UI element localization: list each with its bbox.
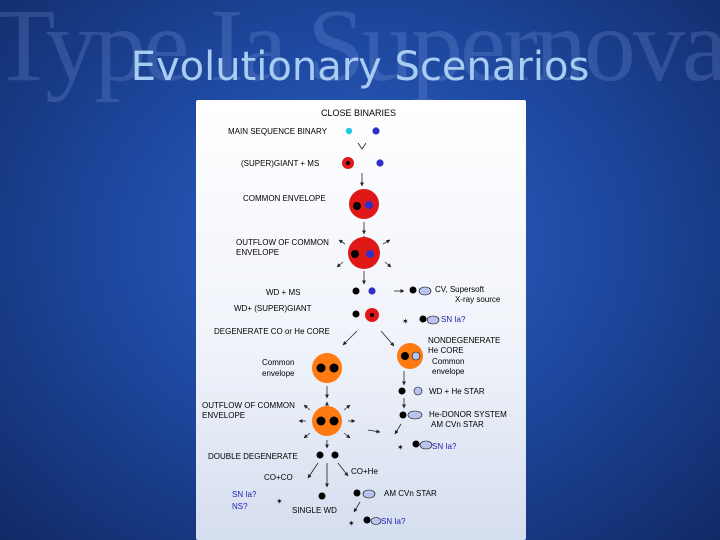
degenerate-envelope-star [312,353,342,383]
arrow-down-icon [353,501,361,513]
he-core [411,351,421,361]
white-dwarf [316,451,324,459]
wd-ms-label: WD + MS [266,288,300,297]
white-dwarf [409,286,417,294]
co-he-label: CO+He [351,467,378,476]
accretion-disk [426,315,440,325]
slide-title: Evolutionary Scenarios [130,44,590,90]
am-cvn-star-label: AM CVn STAR [384,489,437,498]
sn-ia-left-label: SN Ia? [232,490,257,499]
co-co-label: CO+CO [264,473,293,482]
background-title: Type Ia Supernovae [0,0,720,103]
outflow-label-2b: ENVELOPE [202,411,245,420]
cv-label-a: CV, Supersoft [435,285,485,294]
common-envelope-left-b: envelope [262,369,295,378]
arrow-small-icon [367,429,381,434]
white-dwarf [352,310,360,318]
wd-he-star-label: WD + He STAR [429,387,485,396]
white-dwarf [419,315,427,323]
he-star [413,386,423,396]
nondegenerate-envelope-star [397,343,423,369]
outflow-label-2a: OUTFLOW OF COMMON [202,401,295,410]
arrow-branch-left-icon [307,462,319,479]
ms-star-blue [368,287,376,295]
arrow-branch-right-icon [380,330,395,347]
white-dwarf [412,440,420,448]
white-dwarf [352,287,360,295]
giant-core [346,161,350,165]
arrow-down-icon [357,142,367,150]
ms-star-blue [376,159,384,167]
close-binaries-label: CLOSE BINARIES [321,108,396,118]
white-dwarf [331,451,339,459]
wd-super-giant-label: WD+ (SUPER)GIANT [234,304,312,313]
white-dwarf [363,516,371,524]
outflow-rays-1 [336,235,392,268]
cv-label-b: X-ray source [455,295,501,304]
explosion-icon: ✶ [402,317,409,326]
outflow-envelope-star [348,237,380,269]
arrow-down-icon [394,423,402,435]
super-giant-ms-label: (SUPER)GIANT + MS [241,159,319,168]
white-dwarf [353,489,361,497]
core-black [353,202,361,210]
core-black [329,363,339,373]
he-donor-label-a: He-DONOR SYSTEM [429,410,507,419]
accretion-disk [419,440,433,450]
arrow-branch-left-icon [342,330,358,346]
white-dwarf [399,411,407,419]
core-blue [366,250,374,258]
double-degenerate-label: DOUBLE DEGENERATE [208,452,298,461]
accretion-disk [407,410,423,420]
common-envelope-star [349,189,379,219]
nondegenerate-label-b: He CORE [428,346,464,355]
explosion-icon: ✶ [348,519,355,528]
core-black [329,416,339,426]
white-dwarf [318,492,326,500]
outflow-label-1b: ENVELOPE [236,248,279,257]
accretion-disk [362,489,376,499]
core-black [401,352,409,360]
core-black [351,250,359,258]
common-envelope-right-b: envelope [432,367,465,376]
outflow-rays-2 [298,401,356,439]
nondegenerate-label-a: NONDEGENERATE [428,336,500,345]
explosion-icon: ✶ [276,497,283,506]
core-black [316,363,326,373]
core-black [316,416,326,426]
accretion-disk [418,286,432,296]
outflow-label-1a: OUTFLOW OF COMMON [236,238,329,247]
common-envelope-left-a: Common [262,358,294,367]
single-wd-label: SINGLE WD [292,506,337,515]
arrow-branch-right-icon [337,462,349,477]
accretion-disk [370,517,382,525]
degenerate-core-label: DEGENERATE CO or He CORE [214,327,330,336]
sn-ia-label-1: SN Ia? [441,315,466,324]
core-blue [365,201,373,209]
common-envelope-label: COMMON ENVELOPE [243,194,326,203]
he-donor-label-b: AM CVn STAR [431,420,484,429]
main-sequence-binary-label: MAIN SEQUENCE BINARY [228,127,328,136]
ms-star-blue [372,127,380,135]
ms-star-cyan [345,127,353,135]
explosion-icon: ✶ [397,443,404,452]
ns-label: NS? [232,502,248,511]
white-dwarf [398,387,406,395]
outflow-envelope-star-2 [312,406,342,436]
sn-ia-label-2: SN Ia? [432,442,457,451]
common-envelope-right-a: Common [432,357,464,366]
sn-ia-label-3: SN Ia? [381,517,406,526]
giant-core [370,313,374,317]
diagram-panel [196,100,526,540]
